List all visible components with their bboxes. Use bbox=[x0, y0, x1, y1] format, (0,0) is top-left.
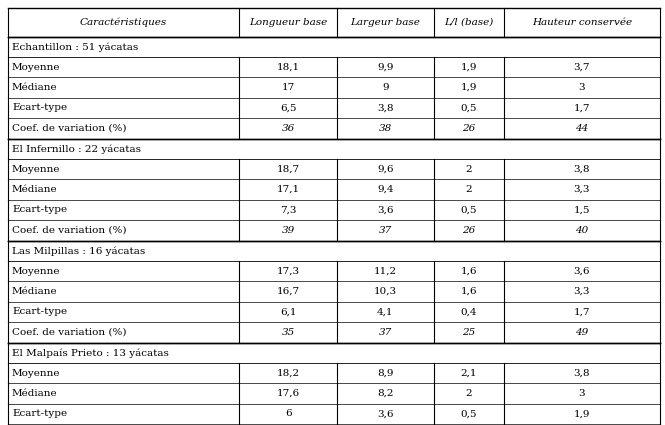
Text: 2: 2 bbox=[465, 389, 472, 398]
Text: 7,3: 7,3 bbox=[280, 205, 297, 215]
Text: 18,1: 18,1 bbox=[277, 62, 300, 72]
Text: Echantillon : 51 yácatas: Echantillon : 51 yácatas bbox=[12, 42, 138, 51]
Text: 6,1: 6,1 bbox=[280, 307, 297, 317]
Text: 0,4: 0,4 bbox=[460, 307, 477, 317]
Text: 2,1: 2,1 bbox=[460, 368, 477, 378]
Text: El Malpaís Prieto : 13 yácatas: El Malpaís Prieto : 13 yácatas bbox=[12, 348, 169, 357]
Text: 2: 2 bbox=[465, 185, 472, 194]
Text: 9: 9 bbox=[382, 83, 388, 92]
Text: 3,6: 3,6 bbox=[377, 409, 394, 419]
Text: 3,6: 3,6 bbox=[573, 266, 590, 276]
Text: 37: 37 bbox=[378, 226, 392, 235]
Text: 9,6: 9,6 bbox=[377, 164, 394, 174]
Text: 36: 36 bbox=[281, 124, 295, 133]
Text: 3,8: 3,8 bbox=[573, 368, 590, 378]
Text: Ecart-type: Ecart-type bbox=[12, 307, 67, 317]
Text: 1,9: 1,9 bbox=[573, 409, 590, 419]
Text: Largeur base: Largeur base bbox=[350, 17, 420, 27]
Text: 3: 3 bbox=[579, 389, 585, 398]
Text: 0,5: 0,5 bbox=[460, 409, 477, 419]
Text: Hauteur conservée: Hauteur conservée bbox=[532, 17, 632, 27]
Text: 40: 40 bbox=[575, 226, 589, 235]
Text: 3: 3 bbox=[579, 83, 585, 92]
Text: 17,1: 17,1 bbox=[277, 185, 300, 194]
Text: 18,2: 18,2 bbox=[277, 368, 300, 378]
Text: 9,9: 9,9 bbox=[377, 62, 394, 72]
Text: Médiane: Médiane bbox=[12, 185, 58, 194]
Text: 17: 17 bbox=[281, 83, 295, 92]
Text: 49: 49 bbox=[575, 328, 589, 337]
Text: 0,5: 0,5 bbox=[460, 205, 477, 215]
Text: 17,3: 17,3 bbox=[277, 266, 300, 276]
Text: 3,8: 3,8 bbox=[377, 103, 394, 113]
Text: Moyenne: Moyenne bbox=[12, 164, 61, 174]
Text: 1,9: 1,9 bbox=[460, 83, 477, 92]
Text: Coef. de variation (%): Coef. de variation (%) bbox=[12, 226, 126, 235]
Text: 2: 2 bbox=[465, 164, 472, 174]
Text: 1,7: 1,7 bbox=[573, 307, 590, 317]
Text: Ecart-type: Ecart-type bbox=[12, 409, 67, 419]
Text: 38: 38 bbox=[378, 124, 392, 133]
Text: 3,6: 3,6 bbox=[377, 205, 394, 215]
Text: 0,5: 0,5 bbox=[460, 103, 477, 113]
Text: Coef. de variation (%): Coef. de variation (%) bbox=[12, 124, 126, 133]
Text: 3,7: 3,7 bbox=[573, 62, 590, 72]
Text: 8,9: 8,9 bbox=[377, 368, 394, 378]
Text: Ecart-type: Ecart-type bbox=[12, 103, 67, 113]
Text: 3,3: 3,3 bbox=[573, 287, 590, 296]
Text: 11,2: 11,2 bbox=[374, 266, 397, 276]
Text: 4,1: 4,1 bbox=[377, 307, 394, 317]
Text: 16,7: 16,7 bbox=[277, 287, 300, 296]
Text: 39: 39 bbox=[281, 226, 295, 235]
Text: 18,7: 18,7 bbox=[277, 164, 300, 174]
Text: 3,8: 3,8 bbox=[573, 164, 590, 174]
Text: 1,7: 1,7 bbox=[573, 103, 590, 113]
Text: Moyenne: Moyenne bbox=[12, 368, 61, 378]
Text: 9,4: 9,4 bbox=[377, 185, 394, 194]
Text: El Infernillo : 22 yácatas: El Infernillo : 22 yácatas bbox=[12, 144, 141, 153]
Text: Médiane: Médiane bbox=[12, 83, 58, 92]
Text: 3,3: 3,3 bbox=[573, 185, 590, 194]
Text: 1,6: 1,6 bbox=[460, 266, 477, 276]
Text: 1,9: 1,9 bbox=[460, 62, 477, 72]
Text: 10,3: 10,3 bbox=[374, 287, 397, 296]
Text: 25: 25 bbox=[462, 328, 475, 337]
Text: Médiane: Médiane bbox=[12, 287, 58, 296]
Text: 35: 35 bbox=[281, 328, 295, 337]
Text: 1,5: 1,5 bbox=[573, 205, 590, 215]
Text: Moyenne: Moyenne bbox=[12, 266, 61, 276]
Text: Las Milpillas : 16 yácatas: Las Milpillas : 16 yácatas bbox=[12, 246, 145, 255]
Text: 1,6: 1,6 bbox=[460, 287, 477, 296]
Text: 6,5: 6,5 bbox=[280, 103, 297, 113]
Text: 17,6: 17,6 bbox=[277, 389, 300, 398]
Text: 37: 37 bbox=[378, 328, 392, 337]
Text: 26: 26 bbox=[462, 124, 475, 133]
Text: Caractéristiques: Caractéristiques bbox=[80, 17, 168, 27]
Text: Longueur base: Longueur base bbox=[249, 17, 327, 27]
Text: 6: 6 bbox=[285, 409, 291, 419]
Text: Ecart-type: Ecart-type bbox=[12, 205, 67, 215]
Text: 26: 26 bbox=[462, 226, 475, 235]
Text: L/l (base): L/l (base) bbox=[444, 17, 493, 27]
Text: Moyenne: Moyenne bbox=[12, 62, 61, 72]
Text: 44: 44 bbox=[575, 124, 589, 133]
Text: 8,2: 8,2 bbox=[377, 389, 394, 398]
Text: Médiane: Médiane bbox=[12, 389, 58, 398]
Text: Coef. de variation (%): Coef. de variation (%) bbox=[12, 328, 126, 337]
